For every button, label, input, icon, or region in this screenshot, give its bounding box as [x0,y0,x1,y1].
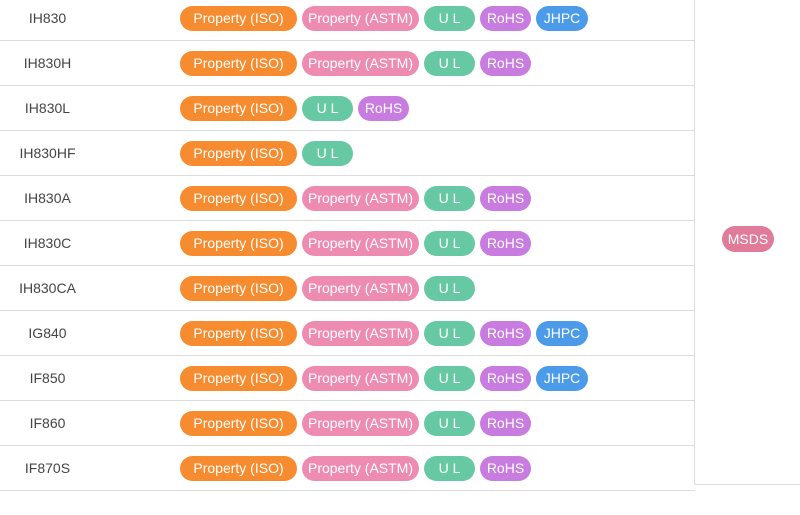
table-row: IH830C Property (ISO) Property (ASTM) U L Ro… [0,221,695,266]
table-row: IH830HF Property (ISO) U L [0,131,695,176]
jhpc-badge-button[interactable]: JHPC [536,321,588,346]
property-iso-badge-button[interactable]: Property (ISO) [180,366,297,391]
product-name: IH830HF [19,145,76,161]
u-l-badge-button[interactable]: U L [424,276,475,301]
property-astm-badge-button[interactable]: Property (ASTM) [302,51,419,76]
u-l-badge-button[interactable]: U L [302,141,353,166]
document-badges: Property (ISO) Property (ASTM) U L RoHS [180,186,531,211]
property-iso-badge-button[interactable]: Property (ISO) [180,141,297,166]
property-astm-badge-button[interactable]: Property (ASTM) [302,456,419,481]
product-name: IH830 [28,10,67,26]
product-documents-table: IH830 Property (ISO) Property (ASTM) U L RoH… [0,0,800,491]
table-row: IH830CA Property (ISO) Property (ASTM) U L [0,266,695,311]
property-iso-badge-button[interactable]: Property (ISO) [180,6,297,31]
document-badges: Property (ISO) Property (ASTM) U L RoHS JHPC [180,6,588,31]
product-name: IH830H [23,55,72,71]
rohs-badge-button[interactable]: RoHS [480,186,531,211]
rohs-badge-button[interactable]: RoHS [480,6,531,31]
property-iso-badge-button[interactable]: Property (ISO) [180,186,297,211]
property-astm-badge-button[interactable]: Property (ASTM) [302,321,419,346]
document-badges: Property (ISO) Property (ASTM) U L RoHS JHPC [180,366,588,391]
property-iso-badge-button[interactable]: Property (ISO) [180,51,297,76]
jhpc-badge-button[interactable]: JHPC [536,366,588,391]
product-name: IH830CA [19,280,76,296]
table-row: IH830 Property (ISO) Property (ASTM) U L RoH… [0,0,695,41]
table-row: IF860 Property (ISO) Property (ASTM) U L RoH… [0,401,695,446]
product-name: IH830A [24,190,71,206]
table-row: IH830L Property (ISO) U L RoHS [0,86,695,131]
property-astm-badge-button[interactable]: Property (ASTM) [302,6,419,31]
property-iso-badge-button[interactable]: Property (ISO) [180,321,297,346]
document-badges: Property (ISO) Property (ASTM) U L RoHS [180,411,531,436]
product-name: IH830C [23,235,72,251]
rohs-badge-button[interactable]: RoHS [480,321,531,346]
rohs-badge-button[interactable]: RoHS [480,456,531,481]
u-l-badge-button[interactable]: U L [424,6,475,31]
table-row: IH830A Property (ISO) Property (ASTM) U L Ro… [0,176,695,221]
property-iso-badge-button[interactable]: Property (ISO) [180,96,297,121]
document-badges: Property (ISO) Property (ASTM) U L RoHS [180,231,531,256]
document-badges: Property (ISO) Property (ASTM) U L RoHS [180,456,531,481]
u-l-badge-button[interactable]: U L [424,321,475,346]
product-name: IH830L [24,100,71,116]
rohs-badge-button[interactable]: RoHS [480,51,531,76]
property-iso-badge-button[interactable]: Property (ISO) [180,456,297,481]
document-badges: Property (ISO) Property (ASTM) U L [180,276,475,301]
property-astm-badge-button[interactable]: Property (ASTM) [302,366,419,391]
document-badges: Property (ISO) Property (ASTM) U L RoHS [180,51,531,76]
u-l-badge-button[interactable]: U L [424,411,475,436]
table-rows: IH830 Property (ISO) Property (ASTM) U L RoH… [0,0,695,491]
u-l-badge-button[interactable]: U L [424,231,475,256]
u-l-badge-button[interactable]: U L [424,186,475,211]
rohs-badge-button[interactable]: RoHS [358,96,409,121]
document-badges: Property (ISO) U L [180,141,353,166]
table-row: IG840 Property (ISO) Property (ASTM) U L RoH… [0,311,695,356]
u-l-badge-button[interactable]: U L [302,96,353,121]
u-l-badge-button[interactable]: U L [424,51,475,76]
document-badges: Property (ISO) U L RoHS [180,96,409,121]
u-l-badge-button[interactable]: U L [424,456,475,481]
u-l-badge-button[interactable]: U L [424,366,475,391]
property-iso-badge-button[interactable]: Property (ISO) [180,276,297,301]
property-astm-badge-button[interactable]: Property (ASTM) [302,186,419,211]
product-name: IF850 [29,370,66,386]
table-row: IF850 Property (ISO) Property (ASTM) U L RoH… [0,356,695,401]
property-iso-badge-button[interactable]: Property (ISO) [180,411,297,436]
product-name: IG840 [28,325,67,341]
rohs-badge-button[interactable]: RoHS [480,411,531,436]
property-iso-badge-button[interactable]: Property (ISO) [180,231,297,256]
jhpc-badge-button[interactable]: JHPC [536,6,588,31]
product-name: IF860 [29,415,66,431]
rohs-badge-button[interactable]: RoHS [480,366,531,391]
document-badges: Property (ISO) Property (ASTM) U L RoHS JHPC [180,321,588,346]
property-astm-badge-button[interactable]: Property (ASTM) [302,411,419,436]
column-divider [694,0,695,485]
rohs-badge-button[interactable]: RoHS [480,231,531,256]
table-row: IH830H Property (ISO) Property (ASTM) U L Ro… [0,41,695,86]
product-name: IF870S [24,460,71,476]
table-bottom-border [695,484,800,485]
table-row: IF870S Property (ISO) Property (ASTM) U L Ro… [0,446,695,491]
msds-button[interactable]: MSDS [722,226,774,252]
property-astm-badge-button[interactable]: Property (ASTM) [302,231,419,256]
property-astm-badge-button[interactable]: Property (ASTM) [302,276,419,301]
